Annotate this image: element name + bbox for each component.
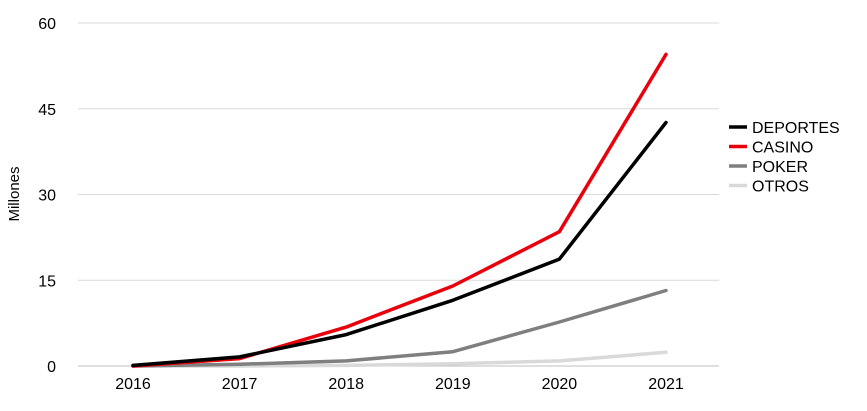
legend-item: CASINO: [729, 140, 813, 157]
legend-label: DEPORTES: [752, 120, 840, 137]
legend-label: POKER: [752, 159, 808, 176]
y-tick-label: 0: [47, 359, 56, 376]
legend-item: OTROS: [729, 179, 809, 196]
series-line-poker: [131, 288, 668, 368]
legend-label: OTROS: [752, 179, 809, 196]
legend-item: DEPORTES: [729, 120, 840, 137]
legend: DEPORTES CASINO POKER OTROS: [729, 120, 840, 196]
x-tick-label: 2019: [435, 376, 471, 393]
x-axis-ticks: 2016 2017 2018 2019 2020 2021: [115, 376, 684, 393]
series-lines: [131, 52, 668, 368]
x-tick-label: 2020: [542, 376, 578, 393]
x-tick-label: 2021: [648, 376, 684, 393]
series-line-deportes: [131, 120, 668, 368]
y-tick-label: 60: [38, 16, 56, 33]
grid: [78, 22, 719, 367]
x-tick-label: 2016: [115, 376, 151, 393]
x-tick-label: 2018: [328, 376, 364, 393]
y-tick-label: 15: [38, 273, 56, 290]
legend-item: POKER: [729, 159, 808, 176]
y-tick-label: 30: [38, 188, 56, 205]
y-axis-label: Millones: [6, 166, 23, 221]
y-tick-label: 45: [38, 102, 56, 119]
legend-label: CASINO: [752, 140, 813, 157]
x-tick-label: 2017: [222, 376, 258, 393]
y-axis-ticks: 0 15 30 45 60: [38, 16, 56, 376]
